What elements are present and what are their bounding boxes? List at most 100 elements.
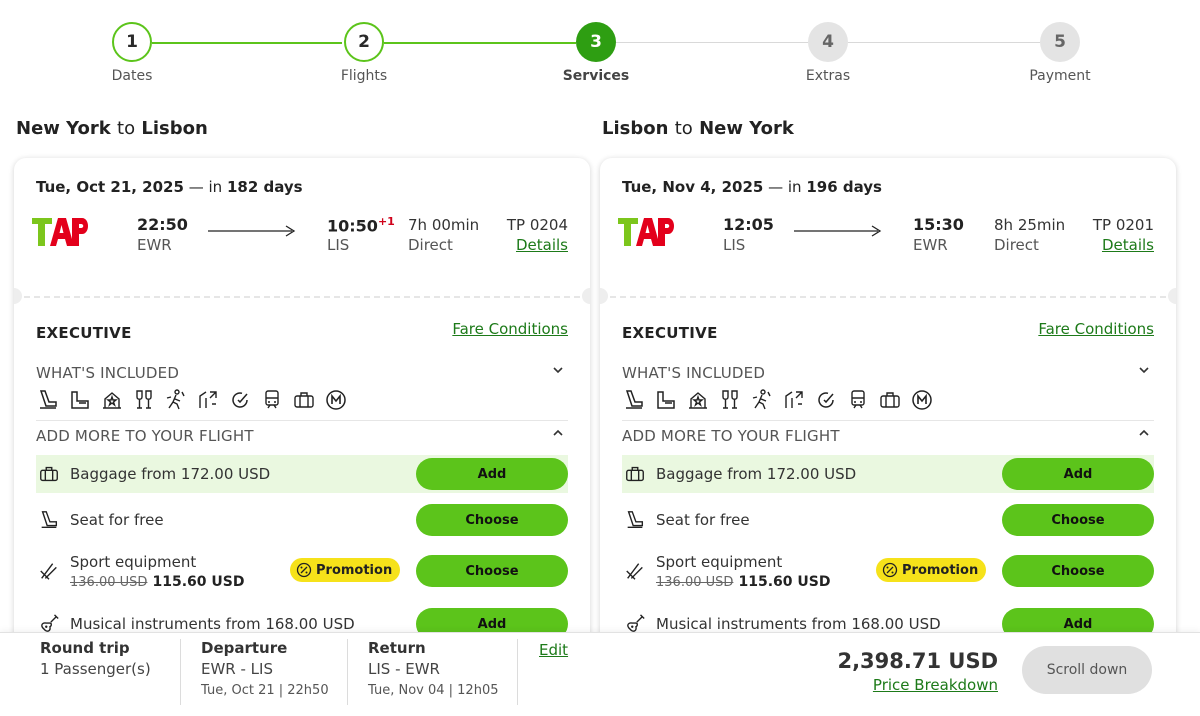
meal-drink-icon [136, 390, 152, 409]
next-day-indicator: +1 [377, 215, 395, 228]
ticket-notch [14, 288, 22, 304]
step-connector [848, 42, 1040, 43]
scroll-down-button[interactable]: Scroll down [1022, 646, 1152, 694]
choose-seat-button[interactable]: Choose [1002, 504, 1154, 536]
choose-sport-equipment-button[interactable]: Choose [1002, 555, 1154, 587]
add-more-title: ADD MORE TO YOUR FLIGHT [36, 427, 254, 445]
whats-included-toggle[interactable]: WHAT'S INCLUDED [36, 364, 568, 386]
edit-trip-link[interactable]: Edit [539, 641, 569, 659]
baggage-icon [880, 392, 900, 408]
miles-m-icon [326, 390, 346, 410]
fare-conditions-link[interactable]: Fare Conditions [1038, 320, 1154, 338]
step-connector [384, 42, 576, 44]
train-icon [851, 390, 865, 409]
promotion-label: Promotion [316, 562, 393, 578]
addon-label: Musical instruments from 168.00 USD [656, 615, 941, 633]
fare-family-name: EXECUTIVE [622, 324, 718, 342]
trip-type: Round trip [40, 639, 130, 657]
step-connector [152, 42, 342, 44]
booking-summary-bar: Round trip 1 Passenger(s) Departure EWR … [0, 632, 1200, 716]
route-arrow-icon [794, 225, 882, 237]
departure-datetime: Tue, Oct 21 | 22h50 [201, 683, 329, 698]
destination-city: Lisbon [141, 118, 208, 139]
card-divider [14, 296, 590, 298]
addon-label: Seat for free [70, 511, 164, 529]
flight-details-link[interactable]: Details [1101, 236, 1154, 254]
addon-label: Musical instruments from 168.00 USD [70, 615, 355, 633]
addon-sport-equipment: Sport equipment 136.00 USD 115.60 USD Pr… [622, 549, 1154, 593]
booking-stepper: 1 Dates 2 Flights 3 Services 4 Extras 5 … [110, 22, 1092, 92]
tap-logo-icon [32, 218, 88, 246]
whats-included-toggle[interactable]: WHAT'S INCLUDED [622, 364, 1154, 386]
addon-label: Sport equipment [70, 552, 197, 571]
addon-label: Baggage from 172.00 USD [656, 465, 857, 483]
sport-equipment-icon [626, 563, 643, 580]
route-to-word: to [674, 118, 693, 139]
whats-included-title: WHAT'S INCLUDED [36, 364, 180, 382]
step-extras: 4 Extras [778, 22, 878, 84]
flight-date: Tue, Nov 4, 2025 [622, 178, 764, 196]
add-more-toggle[interactable]: ADD MORE TO YOUR FLIGHT [36, 427, 568, 449]
summary-divider [347, 639, 348, 705]
discounted-price: 115.60 USD [738, 573, 831, 590]
seat-icon [627, 511, 644, 529]
seat-icon [41, 511, 58, 529]
fare-conditions-link[interactable]: Fare Conditions [452, 320, 568, 338]
departure-airport: LIS [723, 236, 746, 254]
addon-label: Seat for free [656, 511, 750, 529]
add-more-toggle[interactable]: ADD MORE TO YOUR FLIGHT [622, 427, 1154, 449]
chevron-down-icon [553, 367, 563, 374]
priority-icon [103, 392, 121, 409]
step-label: Extras [805, 68, 851, 84]
summary-divider [517, 639, 518, 705]
arrival-airport: EWR [913, 236, 948, 254]
add-baggage-button[interactable]: Add [416, 458, 568, 490]
step-flights[interactable]: 2 Flights [314, 22, 414, 84]
step-connector [616, 42, 808, 43]
departure-airport: EWR [137, 236, 172, 254]
miles-icon [818, 392, 834, 408]
promotion-label: Promotion [902, 562, 979, 578]
flight-card: Tue, Nov 4, 2025 — in 196 days 12:05 LIS… [600, 158, 1176, 678]
flight-date-line: Tue, Oct 21, 2025 — in 182 days [36, 178, 568, 196]
departure-time: 12:05 [723, 215, 774, 234]
fare-family-name: EXECUTIVE [36, 324, 132, 342]
addon-baggage: Baggage from 172.00 USD Add [36, 455, 568, 493]
choose-sport-equipment-button[interactable]: Choose [416, 555, 568, 587]
destination-city: New York [699, 118, 794, 139]
return-label: Return [368, 639, 426, 657]
inbound-column: Lisbon to New York Tue, Nov 4, 2025 — in… [600, 118, 1176, 678]
add-baggage-button[interactable]: Add [1002, 458, 1154, 490]
sport-equipment-icon [40, 563, 57, 580]
arrival-time-value: 15:30 [913, 215, 964, 234]
add-more-title: ADD MORE TO YOUR FLIGHT [622, 427, 840, 445]
baggage-icon [294, 392, 314, 408]
flight-details-link[interactable]: Details [515, 236, 568, 254]
chevron-down-icon [1139, 367, 1149, 374]
arrival-time: 10:50+1 [327, 215, 395, 235]
addon-baggage: Baggage from 172.00 USD Add [622, 455, 1154, 493]
step-number: 3 [576, 22, 616, 62]
days-until-prefix: — in [768, 178, 802, 196]
train-icon [265, 390, 279, 409]
promotion-badge: Promotion [876, 558, 987, 582]
return-route: LIS - EWR [368, 660, 440, 678]
step-dates[interactable]: 1 Dates [82, 22, 182, 84]
days-until: 196 days [806, 178, 882, 196]
summary-divider [180, 639, 181, 705]
step-number: 2 [344, 22, 384, 62]
flight-date: Tue, Oct 21, 2025 [36, 178, 184, 196]
percent-icon [882, 562, 898, 578]
flight-date-line: Tue, Nov 4, 2025 — in 196 days [622, 178, 1154, 196]
addon-seat: Seat for free Choose [622, 501, 1154, 539]
choose-seat-button[interactable]: Choose [416, 504, 568, 536]
fast-track-icon [199, 391, 217, 408]
step-label: Services [562, 68, 630, 84]
price-breakdown-link[interactable]: Price Breakdown [872, 676, 998, 694]
chevron-up-icon [1139, 429, 1149, 436]
step-label: Payment [1029, 68, 1091, 84]
addon-label: Sport equipment [656, 552, 783, 571]
miles-icon [232, 392, 248, 408]
days-until: 182 days [226, 178, 303, 196]
step-number: 1 [112, 22, 152, 62]
